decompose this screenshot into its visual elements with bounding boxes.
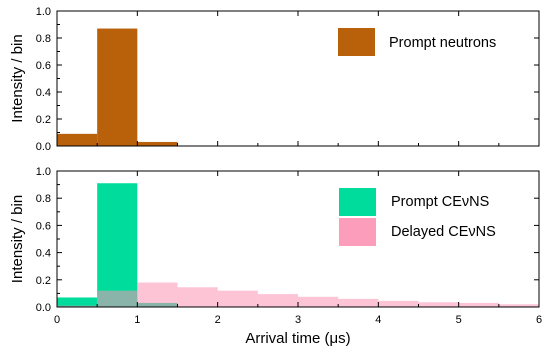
bottom-panel: 0.0 0.2 0.4 0.6 0.8 1.0 0 1 2 3 4 5 6 Intensity / bi… <box>9 166 542 347</box>
top-legend: Prompt neutrons <box>338 28 496 56</box>
x-tick-label: 5 <box>456 314 462 326</box>
y-tick-label: 0.2 <box>36 114 51 126</box>
bottom-bars <box>57 183 539 307</box>
bar-delayed-ce-ns-10 <box>458 302 499 307</box>
y-tick-label: 0.2 <box>36 275 51 287</box>
top-panel: 0.0 0.2 0.4 0.6 0.8 1.0 Intensity / bin Promp… <box>9 6 540 153</box>
bar-prompt-ce-ns-1 <box>97 183 138 307</box>
legend-label-delayed-cevns: Delayed CEνNS <box>391 224 496 240</box>
x-tick-label: 3 <box>295 314 301 326</box>
y-tick-label: 0.0 <box>36 302 51 314</box>
bottom-y-axis-label: Intensity / bin <box>9 195 26 283</box>
bar-delayed-ce-ns-7 <box>338 298 379 307</box>
legend-label-prompt-neutrons: Prompt neutrons <box>389 35 496 51</box>
bar-prompt-neutrons-0 <box>57 133 98 146</box>
bottom-ticks: 0.0 0.2 0.4 0.6 0.8 1.0 0 1 2 3 4 5 6 <box>36 166 542 326</box>
top-y-axis-label: Intensity / bin <box>9 34 26 122</box>
legend-swatch-delayed-cevns <box>339 218 376 246</box>
top-ticks: 0.0 0.2 0.4 0.6 0.8 1.0 <box>36 6 540 153</box>
y-tick-label: 0.8 <box>36 193 51 205</box>
bar-delayed-ce-ns-0 <box>57 305 98 307</box>
bar-delayed-ce-ns-3 <box>177 287 218 307</box>
y-tick-label: 0.6 <box>36 60 51 72</box>
bottom-legend: Prompt CEνNS Delayed CEνNS <box>339 188 496 246</box>
legend-swatch-prompt-neutrons <box>338 28 375 56</box>
y-tick-label: 1.0 <box>36 166 51 178</box>
legend-swatch-prompt-cevns <box>339 188 376 216</box>
y-tick-label: 0.0 <box>36 141 51 153</box>
bar-delayed-ce-ns-1 <box>97 290 138 307</box>
y-tick-label: 0.8 <box>36 33 51 45</box>
bar-delayed-ce-ns-9 <box>418 302 459 307</box>
bar-delayed-ce-ns-4 <box>217 290 258 307</box>
x-tick-label: 6 <box>536 314 542 326</box>
bar-prompt-ce-ns-0 <box>57 297 98 307</box>
x-axis-label: Arrival time (μs) <box>245 330 350 347</box>
legend-label-prompt-cevns: Prompt CEνNS <box>391 194 489 210</box>
y-tick-label: 0.6 <box>36 220 51 232</box>
bar-delayed-ce-ns-2 <box>137 282 178 307</box>
bar-delayed-ce-ns-8 <box>378 300 419 307</box>
x-tick-label: 4 <box>375 314 381 326</box>
top-bars <box>57 28 178 146</box>
bar-prompt-neutrons-1 <box>97 28 138 146</box>
x-tick-label: 1 <box>134 314 140 326</box>
bar-delayed-ce-ns-5 <box>257 294 298 307</box>
y-tick-label: 0.4 <box>36 248 51 260</box>
bar-delayed-ce-ns-6 <box>298 296 339 307</box>
bar-delayed-ce-ns-11 <box>498 304 539 307</box>
y-tick-label: 1.0 <box>36 6 51 18</box>
y-tick-label: 0.4 <box>36 87 51 99</box>
x-tick-label: 2 <box>215 314 221 326</box>
bar-prompt-neutrons-2 <box>137 141 178 146</box>
x-tick-label: 0 <box>54 314 60 326</box>
